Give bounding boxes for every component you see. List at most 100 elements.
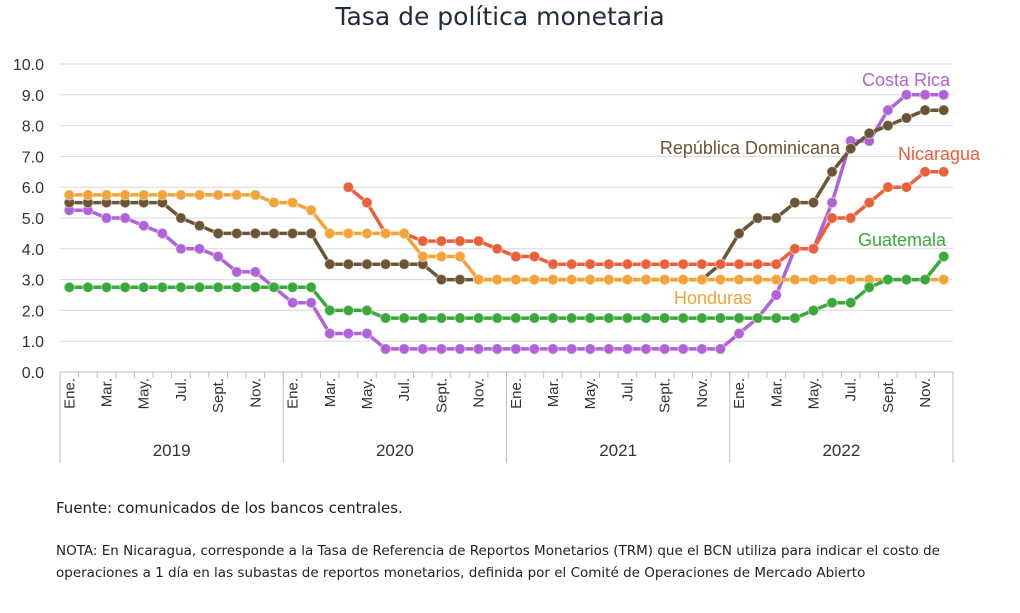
data-point <box>175 189 187 201</box>
data-point <box>882 181 894 193</box>
data-point <box>193 243 206 255</box>
data-point <box>193 281 206 293</box>
data-point <box>82 281 94 293</box>
data-point <box>398 343 410 355</box>
data-point <box>826 297 838 309</box>
data-point <box>789 243 801 255</box>
data-point <box>733 273 745 286</box>
data-point <box>156 189 169 201</box>
y-tick-label: 10.0 <box>13 57 44 74</box>
data-point <box>175 212 187 224</box>
data-point <box>882 119 894 132</box>
data-point <box>751 258 764 270</box>
data-point <box>472 343 485 355</box>
data-point <box>491 343 503 355</box>
data-point <box>658 258 671 270</box>
data-point <box>361 327 373 340</box>
data-point <box>751 273 764 286</box>
data-point <box>454 250 466 263</box>
data-point <box>175 243 187 255</box>
y-tick-label: 1.0 <box>22 334 44 351</box>
x-month-label: May. <box>805 378 822 409</box>
data-point <box>361 258 373 270</box>
y-tick-label: 5.0 <box>22 211 44 228</box>
y-tick-label: 3.0 <box>22 273 44 290</box>
x-month-label: May. <box>136 378 153 409</box>
data-point <box>733 227 745 240</box>
data-point <box>677 258 689 270</box>
x-month-label: Mar. <box>322 378 339 407</box>
data-point <box>435 273 448 286</box>
data-point <box>119 212 131 224</box>
data-point <box>677 273 689 286</box>
x-month-label: Nov. <box>247 378 264 408</box>
data-point <box>454 273 466 286</box>
data-point <box>193 220 206 232</box>
data-point <box>454 235 466 247</box>
data-point <box>156 281 169 293</box>
data-point <box>621 312 634 324</box>
data-point <box>212 250 224 263</box>
data-point <box>900 89 913 101</box>
x-month-label: May. <box>582 378 599 409</box>
data-point <box>63 281 76 293</box>
data-point <box>733 327 745 340</box>
data-point <box>919 104 931 116</box>
y-tick-label: 2.0 <box>22 303 44 320</box>
data-point <box>454 312 466 324</box>
data-point <box>547 258 559 270</box>
x-month-label: Mar. <box>768 378 785 407</box>
data-point <box>82 189 94 201</box>
data-point <box>417 312 429 324</box>
data-point <box>510 250 522 263</box>
data-point <box>138 189 150 201</box>
data-point <box>640 273 652 286</box>
x-month-label: Sept. <box>210 378 227 413</box>
data-point <box>733 312 745 324</box>
data-point <box>770 289 782 301</box>
data-point <box>844 297 857 309</box>
x-month-label: Nov. <box>917 378 934 408</box>
data-point <box>286 227 299 240</box>
y-tick-label: 6.0 <box>22 180 44 197</box>
source-note: Fuente: comunicados de los bancos centra… <box>56 499 403 517</box>
year-label: 2019 <box>153 441 191 460</box>
data-point <box>510 312 522 324</box>
series-label: Costa Rica <box>862 70 951 90</box>
data-point <box>100 212 113 224</box>
y-tick-label: 0.0 <box>22 365 44 382</box>
data-point <box>826 196 838 209</box>
data-point <box>286 196 299 209</box>
data-point <box>528 343 541 355</box>
year-label: 2022 <box>822 441 860 460</box>
data-point <box>789 273 801 286</box>
data-point <box>379 343 392 355</box>
x-month-label: Sept. <box>433 378 450 413</box>
data-point <box>231 227 243 240</box>
data-point <box>658 312 671 324</box>
y-tick-label: 7.0 <box>22 149 44 166</box>
data-point <box>305 297 317 309</box>
data-point <box>249 266 262 278</box>
data-point <box>100 281 113 293</box>
data-point <box>900 181 913 193</box>
data-point <box>714 258 727 270</box>
data-point <box>937 250 950 263</box>
data-point <box>640 343 652 355</box>
data-point <box>417 250 429 263</box>
data-point <box>789 196 801 209</box>
data-point <box>584 258 596 270</box>
series-label: Guatemala <box>858 230 947 250</box>
data-point <box>547 273 559 286</box>
data-point <box>640 312 652 324</box>
data-point <box>770 312 782 324</box>
y-tick-label: 4.0 <box>22 242 44 259</box>
axes: 0.0 1.0 2.0 3.0 4.0 5.0 6.0 7.0 8.0 9.0 10.0 Ene. Ma… <box>13 57 954 463</box>
data-point <box>844 273 857 286</box>
data-point <box>212 281 224 293</box>
data-point <box>156 227 169 240</box>
data-point <box>603 343 615 355</box>
x-month-label: Ene. <box>61 378 78 409</box>
data-point <box>919 166 931 178</box>
gridlines <box>60 63 953 373</box>
